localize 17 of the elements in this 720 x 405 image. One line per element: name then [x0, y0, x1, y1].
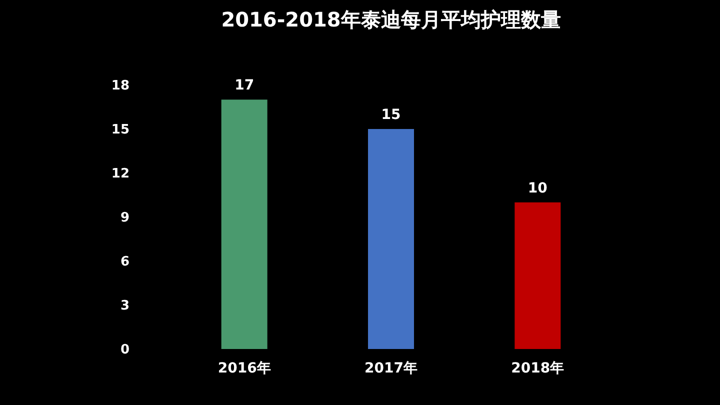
y-tick-label: 3 — [120, 298, 130, 314]
y-tick-label: 18 — [111, 78, 130, 94]
x-tick-label: 2018年 — [511, 360, 564, 376]
x-tick-label: 2017年 — [364, 360, 418, 376]
y-tick-label: 6 — [120, 254, 130, 270]
bar — [368, 129, 414, 349]
y-tick-label: 9 — [120, 210, 130, 226]
y-tick-label: 15 — [111, 122, 130, 138]
chart-title: 2016-2018年泰迪每月平均护理数量 — [221, 8, 561, 32]
y-tick-label: 0 — [120, 342, 130, 358]
data-label: 10 — [528, 180, 548, 196]
bar — [514, 202, 561, 349]
data-label: 15 — [381, 107, 401, 123]
bar — [221, 100, 268, 349]
y-tick-label: 12 — [111, 166, 130, 182]
x-tick-label: 2016年 — [218, 360, 271, 376]
data-label: 17 — [234, 78, 254, 94]
